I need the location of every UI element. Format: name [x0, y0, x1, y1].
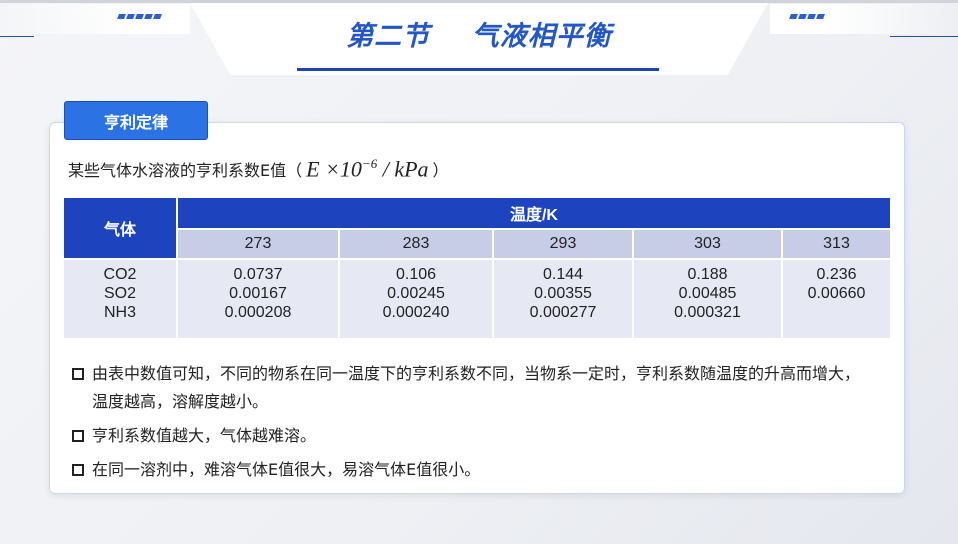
- bullet-text: 由表中数值可知，不同的物系在同一温度下的亨利系数不同，当物系一定时，亨利系数随温…: [92, 364, 861, 411]
- values-273: 0.0737 0.00167 0.000208: [177, 258, 340, 338]
- values-293: 0.144 0.00355 0.000277: [493, 258, 634, 338]
- formula: E ×10−6 / kPa: [306, 156, 428, 182]
- bullet-text: 在同一溶剂中，难溶气体E值很大，易溶气体E值很小。: [92, 460, 481, 479]
- square-bullet-icon: [72, 430, 84, 442]
- gas-names: CO2 SO2 NH3: [64, 258, 178, 338]
- list-item: 在同一溶剂中，难溶气体E值很大，易溶气体E值很小。: [72, 456, 872, 484]
- caption-close: ）: [432, 161, 449, 181]
- list-item: 由表中数值可知，不同的物系在同一温度下的亨利系数不同，当物系一定时，亨利系数随温…: [72, 360, 872, 416]
- temp-cell: 293: [493, 228, 634, 259]
- formula-unit: / kPa: [377, 156, 429, 182]
- square-bullet-icon: [72, 368, 84, 380]
- section-tag: 亨利定律: [64, 101, 208, 140]
- temp-cell: 283: [339, 228, 494, 259]
- title-banner: [190, 3, 768, 75]
- henry-coefficient-table: 气体 温度/K 273 283 293 303 313 CO2 SO2 NH3 0.…: [64, 198, 890, 338]
- values-303: 0.188 0.00485 0.000321: [633, 258, 783, 338]
- bullet-text: 亨利系数值越大，气体越难溶。: [92, 426, 317, 445]
- values-313: 0.236 0.00660: [782, 258, 890, 338]
- table-caption: 某些气体水溶液的亨利系数E值（ E ×10−6 / kPa ）: [68, 156, 449, 182]
- caption-text: 某些气体水溶液的亨利系数E值（: [68, 161, 303, 181]
- page-title: 第二节 气液相平衡: [346, 21, 612, 52]
- bullet-list: 由表中数值可知，不同的物系在同一温度下的亨利系数不同，当物系一定时，亨利系数随温…: [72, 360, 872, 490]
- square-bullet-icon: [72, 464, 84, 476]
- header-left-wing: [0, 4, 190, 34]
- temperature-header: 温度/K: [177, 198, 890, 229]
- decor-line: [890, 36, 958, 37]
- formula-exponent: −6: [361, 156, 378, 171]
- gas-header: 气体: [64, 198, 178, 259]
- temp-cell: 273: [177, 228, 340, 259]
- list-item: 亨利系数值越大，气体越难溶。: [72, 422, 872, 450]
- decor-line: [0, 36, 34, 37]
- formula-base: E ×10: [306, 156, 362, 182]
- top-border: [0, 0, 958, 3]
- header-right-wing: [770, 4, 958, 34]
- title-underline: [297, 68, 659, 71]
- temp-cell: 313: [782, 228, 890, 259]
- table-row: CO2 SO2 NH3 0.0737 0.00167 0.000208 0.106 0.0…: [64, 258, 890, 338]
- temp-cell: 303: [633, 228, 783, 259]
- values-283: 0.106 0.00245 0.000240: [339, 258, 494, 338]
